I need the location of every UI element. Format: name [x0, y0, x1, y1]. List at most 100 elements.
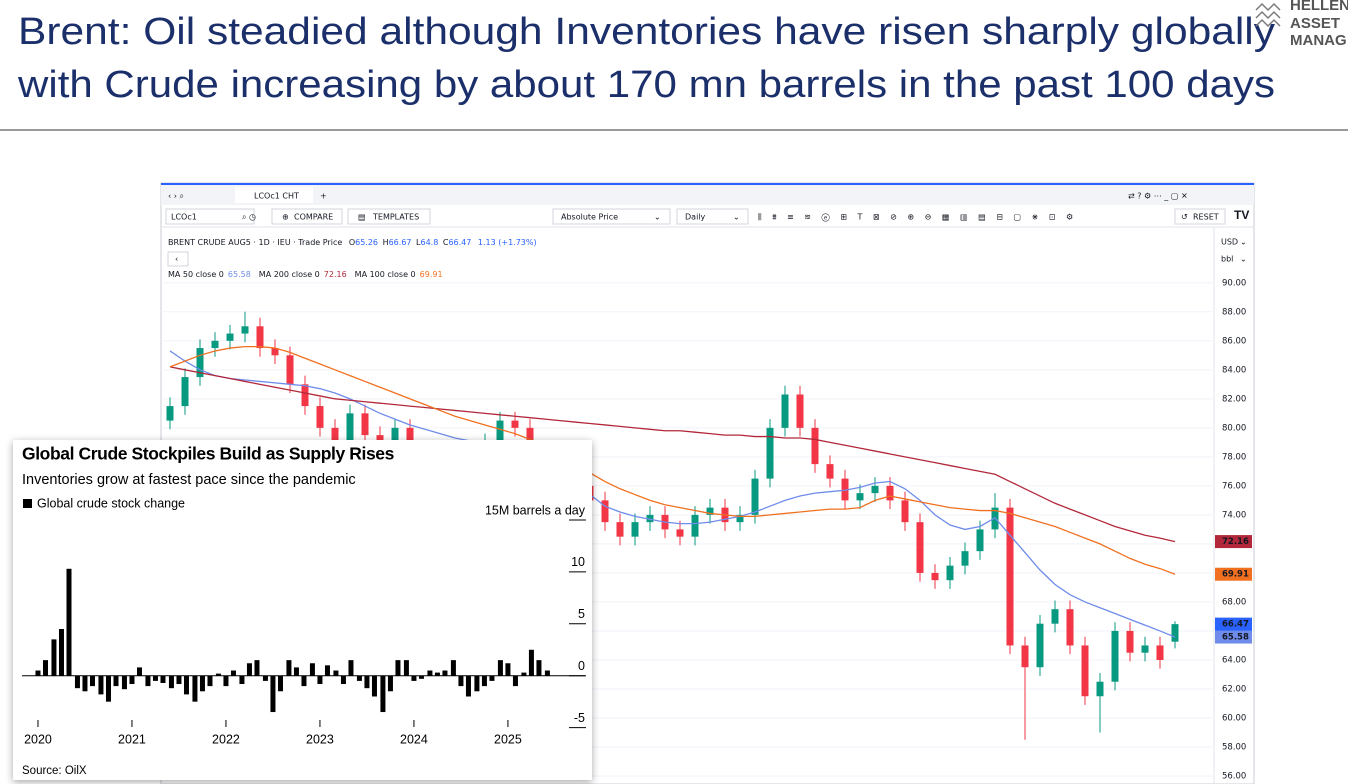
bar	[465, 675, 471, 697]
templates-icon[interactable]: ▤	[358, 213, 366, 222]
logo-text: MANAG	[1290, 32, 1347, 49]
last-value-label: 66.47	[1222, 620, 1249, 630]
legend-swatch	[23, 499, 32, 508]
interval-dropdown[interactable]	[676, 208, 749, 225]
bar	[89, 675, 95, 687]
candle-body	[286, 355, 294, 385]
compare-button[interactable]	[271, 208, 343, 225]
bar	[286, 660, 292, 676]
candle-body	[256, 326, 264, 349]
bar	[505, 663, 511, 676]
y-tick-label: 88.00	[1222, 307, 1246, 317]
y-tick-label: 10	[571, 555, 585, 569]
bar	[152, 675, 158, 681]
reset-label[interactable]: RESET	[1193, 213, 1219, 222]
price-mode-dropdown[interactable]	[552, 208, 671, 225]
dropdown-arrow[interactable]: ⌄	[1240, 255, 1247, 264]
currency[interactable]: USD	[1221, 238, 1238, 247]
search-icon[interactable]: ⌕ ◷	[242, 213, 256, 222]
templates-button[interactable]	[347, 208, 431, 225]
compare-icon[interactable]: ⊕	[282, 213, 289, 222]
candle-body	[301, 384, 309, 407]
candle-body	[1096, 681, 1104, 697]
dropdown-arrow[interactable]: ⌄	[654, 213, 661, 222]
collapse-icon[interactable]: ‹	[175, 255, 178, 264]
window-icons[interactable]: ⇄ ? ⚙ ⋯ _ ▢ ✕	[1128, 192, 1188, 201]
price-axis: 56.0058.0060.0062.0064.0066.0068.0070.00…	[1215, 278, 1252, 782]
ohlc-value: 66.67	[389, 238, 412, 247]
source: Source: OilX	[22, 765, 87, 777]
tab[interactable]	[235, 187, 313, 203]
bar	[105, 675, 111, 702]
price-change: 1.13 (+1.73%)	[478, 238, 537, 247]
candle-body	[811, 427, 819, 465]
ma-legend: MA 50 close 0 65.58 MA 200 close 0 72.16 MA …	[168, 270, 443, 279]
candle-body	[496, 420, 504, 443]
interval[interactable]: Daily	[685, 213, 706, 222]
moving-average-line	[169, 350, 1176, 638]
templates-label[interactable]: TEMPLATES	[372, 213, 419, 222]
candle-body	[1111, 630, 1119, 682]
bar	[293, 667, 299, 676]
new-tab[interactable]: +	[320, 192, 327, 201]
ma-name: MA 200 close 0	[259, 270, 320, 279]
candle-body	[1051, 609, 1059, 624]
candle-body	[796, 394, 804, 428]
window-top-border	[161, 183, 1254, 185]
candle-body	[196, 348, 204, 378]
candle-body	[1141, 645, 1149, 653]
candle-body	[766, 427, 774, 479]
y-tick-label: 56.00	[1222, 772, 1246, 782]
bar	[427, 670, 433, 676]
collapse-button[interactable]	[167, 251, 189, 267]
candle-body	[961, 551, 969, 566]
candle-body	[751, 478, 759, 515]
bar	[42, 660, 48, 676]
inset-panel	[13, 440, 592, 780]
candle-body	[916, 522, 924, 573]
candle-body	[376, 435, 384, 443]
dropdown-arrow[interactable]: ⌄	[733, 213, 740, 222]
ohlc-label: H	[383, 238, 389, 247]
symbol[interactable]: LCOc1	[171, 213, 197, 222]
unit[interactable]: bbl	[1221, 255, 1233, 264]
bar	[481, 675, 487, 687]
y-tick-label: 76.00	[1222, 481, 1246, 491]
candle-body	[946, 565, 954, 581]
bar	[270, 675, 276, 713]
last-value-box	[1215, 630, 1252, 644]
bar	[262, 675, 268, 681]
last-value-box	[1215, 617, 1252, 631]
y-tick-label: 86.00	[1222, 336, 1246, 346]
bar	[207, 675, 213, 687]
reset-icon[interactable]: ↺	[1181, 213, 1188, 222]
drawing-tools[interactable]: ⫼ ⩩ ≡ ≋ ⓔ ⊞ T ⊠ ⊘ ⊕ ⊖ ▦ ▥ ▤ ⊟ ▢ ⋇ ⊡ ⚙	[758, 213, 1077, 223]
tab-label[interactable]: LCOc1 CHT	[254, 192, 299, 201]
ma-name: MA 100 close 0	[355, 270, 416, 279]
bar	[199, 675, 205, 692]
symbol-input[interactable]	[165, 208, 255, 225]
candle-body	[631, 522, 639, 537]
y-tick-label: 58.00	[1222, 743, 1246, 753]
bar	[192, 675, 198, 702]
moving-average-line	[169, 366, 1176, 543]
dropdown-arrow[interactable]: ⌄	[1240, 238, 1247, 247]
bar	[450, 660, 456, 676]
legend-label: Global crude stock change	[37, 496, 185, 510]
bar	[411, 675, 417, 681]
compare-label[interactable]: COMPARE	[294, 213, 333, 222]
candle-body	[646, 514, 654, 523]
y-tick-label: 60.00	[1222, 713, 1246, 723]
y-tick-label: -5	[574, 711, 585, 725]
nav-icons[interactable]: ‹ › ⌕	[168, 192, 184, 201]
price-mode[interactable]: Absolute Price	[561, 213, 618, 222]
bar	[387, 675, 393, 692]
bar	[371, 675, 377, 697]
bar	[497, 660, 503, 676]
bar	[442, 670, 448, 676]
candle-body	[691, 514, 699, 537]
candle-body	[226, 333, 234, 341]
reset-button[interactable]	[1174, 208, 1226, 225]
